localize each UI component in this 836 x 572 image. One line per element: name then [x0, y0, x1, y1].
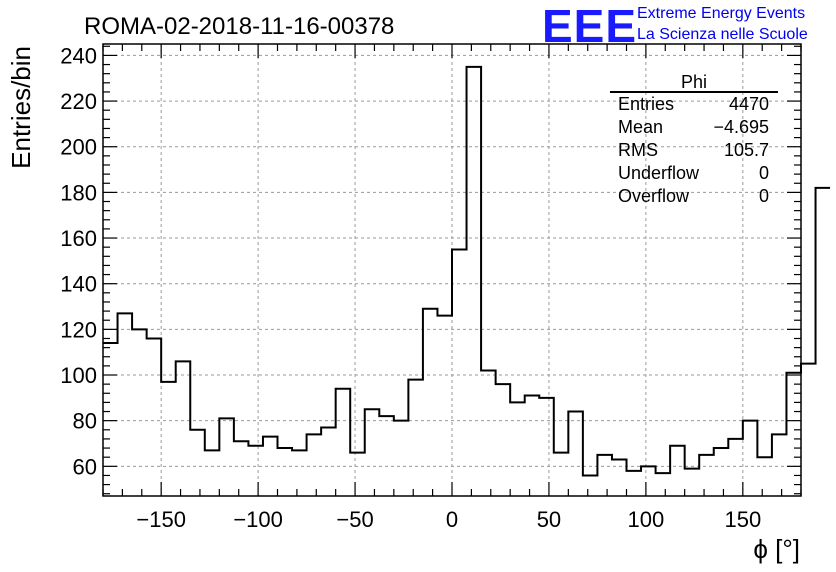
- stats-row-value: 4470: [729, 94, 769, 114]
- y-tick-label: 220: [60, 89, 97, 114]
- x-axis-label: ϕ [°]: [753, 534, 800, 564]
- y-tick-label: 100: [60, 363, 97, 388]
- y-tick-label: 80: [73, 409, 97, 434]
- y-tick-label: 140: [60, 272, 97, 297]
- stats-title: Phi: [681, 72, 707, 92]
- stats-row-value: −4.695: [713, 117, 769, 137]
- x-tick-labels: −150 −100 −50 0 50 100 150: [136, 507, 761, 532]
- stats-row-label: Overflow: [618, 186, 690, 206]
- y-tick-labels: 60 80 100 120 140 160 180 200 220 240: [60, 43, 97, 479]
- stats-row-label: RMS: [618, 140, 658, 160]
- x-tick-label: −50: [336, 507, 373, 532]
- chart-title: ROMA-02-2018-11-16-00378: [84, 13, 394, 40]
- stats-row-value: 105.7: [724, 140, 769, 160]
- x-tick-label: 150: [724, 507, 761, 532]
- histogram-line: [103, 65, 831, 477]
- y-tick-label: 200: [60, 135, 97, 160]
- brand-line-1: Extreme Energy Events: [637, 5, 805, 22]
- y-axis-label: Entries/bin: [6, 46, 36, 169]
- x-tick-label: −150: [136, 507, 186, 532]
- x-tick-label: 50: [537, 507, 561, 532]
- x-tick-label: −100: [233, 507, 283, 532]
- stats-box: Phi Entries 4470 Mean −4.695 RMS 105.7 Underfl…: [610, 72, 778, 206]
- stats-row-label: Underflow: [618, 163, 700, 183]
- stats-row-label: Mean: [618, 117, 663, 137]
- axis-ticks: [102, 44, 802, 496]
- y-tick-label: 240: [60, 43, 97, 68]
- stats-row-value: 0: [759, 163, 769, 183]
- stats-rows: Entries 4470 Mean −4.695 RMS 105.7 Underflow 0 O…: [618, 94, 769, 206]
- stats-row-value: 0: [759, 186, 769, 206]
- y-tick-label: 180: [60, 180, 97, 205]
- y-tick-label: 160: [60, 226, 97, 251]
- y-tick-label: 120: [60, 317, 97, 342]
- stats-row-label: Entries: [618, 94, 674, 114]
- x-tick-label: 0: [446, 507, 458, 532]
- x-tick-label: 100: [628, 507, 665, 532]
- brand-line-2: La Scienza nelle Scuole: [637, 26, 808, 43]
- y-tick-label: 60: [73, 454, 97, 479]
